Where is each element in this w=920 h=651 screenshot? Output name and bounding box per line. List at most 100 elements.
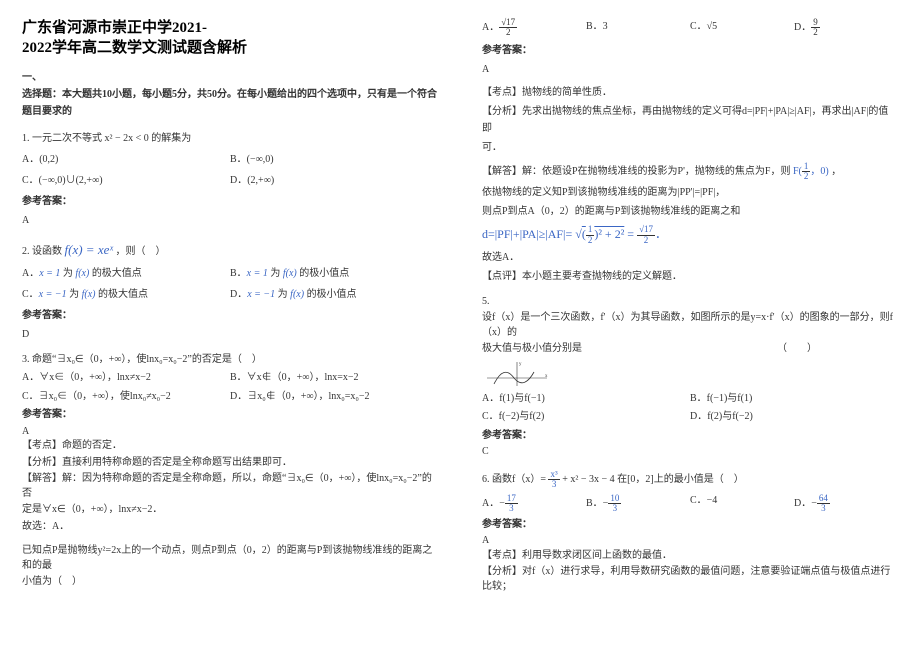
q4a-den: 2 [499,28,517,37]
q2-opt-c: C．x = −1 为 f(x) 的极大值点 [22,286,230,303]
q4-res-den: 2 [637,236,655,245]
q4-stem-2: 小值为（ ） [22,575,438,590]
q2d-pre: D． [230,289,247,300]
q6b-frac: 103 [608,494,621,514]
question-4: 已知点P是抛物线y²=2x上的一个动点，则点P到点（0，2）的距离与P到该抛物线… [22,544,438,590]
q2d-x: x = −1 [247,289,275,300]
q6-fenxi: 【分析】对f（x）进行求导，利用导数研究函数的最值问题，注意要验证端点值与极值点… [482,565,898,594]
q1-opt-d: D．(2,+∞) [230,172,438,189]
q2-answer: D [22,326,438,343]
q6d-frac: 643 [817,494,830,514]
q5-stem: 5. [482,295,898,310]
q1-stem: 1. 一元二次不等式 x² − 2x < 0 的解集为 [22,130,438,147]
q5-num: 5. [482,296,490,307]
q4-fenxi-1: 【分析】先求出抛物线的焦点坐标，再由抛物线的定义可得d=|PF|+|PA|≥|A… [482,103,898,137]
q3-opt-b: B．∀x∉（0，+∞），lnx=x−2 [230,371,438,386]
title-line-1: 广东省河源市崇正中学2021- [22,18,438,38]
q4-dot: ． [655,227,667,241]
q2c-f: f(x) [82,289,96,300]
q6a-d: 3 [505,504,518,513]
q4-sqrt-expr: √(12)² + 2² [575,227,624,241]
q4a-frac: √172 [499,18,517,38]
q2c-pre: C． [22,289,39,300]
q2-opt-b: B．x = 1 为 f(x) 的极小值点 [230,265,438,282]
q4-F-post: ，0) [810,166,828,177]
q6-stem-a: 6. 函数f（x）= [482,474,548,485]
q4d-pre: D． [794,22,811,33]
title-line-2: 2022学年高二数学文测试题含解析 [22,38,438,58]
q6d-pre: D．− [794,498,817,509]
q4-stem-1: 已知点P是抛物线y²=2x上的一个动点，则点P到点（0，2）的距离与P到该抛物线… [22,544,438,573]
right-column: A．√172 B．3 C．√5 D．92 参考答案： A 【考点】抛物线的简单性… [460,0,920,651]
q4-jieda-5: 故选A． [482,249,898,266]
q5-stem-2: 极大值与极小值分别是 （ ） [482,342,898,357]
q3-options-row2: C．∃x₀∈（0，+∞），使lnx₀≠x₀−2 D．∃x₀∉（0，+∞），lnx… [22,390,438,405]
q2-stem-b: ，则（ ） [116,246,166,257]
question-5: 5. 设f（x）是一个三次函数，f'（x）为其导函数，如图所示的是y=x·f'（… [482,295,898,460]
q2b-m: 为 [268,268,283,279]
q5-options-row1: A．f(1)与f(−1) B．f(−1)与f(1) [482,392,898,407]
q4-kaodian: 【考点】抛物线的简单性质． [482,84,898,101]
q6a-pre: A．− [482,498,505,509]
q4a-pre: A． [482,22,499,33]
q5-curve-icon: x y [482,360,552,388]
question-2: 2. 设函数 f(x) = xeˣ ，则（ ） A．x = 1 为 f(x) 的… [22,239,438,343]
q6-opt-c: C．−4 [690,494,794,514]
q5-opt-a: A．f(1)与f(−1) [482,392,690,407]
q1-opt-a: A．(0,2) [22,151,230,168]
q6-sd: 3 [548,480,559,489]
q1-options: A．(0,2) B．(−∞,0) [22,151,438,168]
q6b-pre: B．− [586,498,608,509]
q2-options-row1: A．x = 1 为 f(x) 的极大值点 B．x = 1 为 f(x) 的极小值… [22,265,438,282]
q4-opt-a: A．√172 [482,18,586,38]
q4-distance-expr: d=|PF|+|PA|≥|AF|= √(12)² + 2² = √172． [482,224,898,245]
q1-answer: A [22,212,438,229]
q6-options: A．−173 B．−103 C．−4 D．−643 [482,494,898,514]
q2d-post: 的极小值点 [304,289,357,300]
q2-stem-a: 2. 设函数 [22,246,65,257]
doc-title: 广东省河源市崇正中学2021- 2022学年高二数学文测试题含解析 [22,18,438,59]
left-column: 广东省河源市崇正中学2021- 2022学年高二数学文测试题含解析 一、 选择题… [0,0,460,651]
q3-options-row1: A．∀x∈（0，+∞），lnx≠x−2 B．∀x∉（0，+∞），lnx=x−2 [22,371,438,386]
q2c-x: x = −1 [39,289,67,300]
q5-opt-d: D．f(2)与f(−2) [690,410,898,425]
q2-options-row2: C．x = −1 为 f(x) 的极大值点 D．x = −1 为 f(x) 的极… [22,286,438,303]
q4-answer-head: 参考答案： [482,42,898,59]
q5-answer-head: 参考答案： [482,429,898,444]
q3-jieda-1: 【解答】解：因为特称命题的否定是全称命题，所以，命题“∃x₀∈（0，+∞），使l… [22,472,438,501]
q6-opt-b: B．−103 [586,494,690,514]
q1-opt-c: C．(−∞,0)∪(2,+∞) [22,172,230,189]
q3-jieda-2: 定是∀x∈（0，+∞），lnx≠x−2． [22,503,438,518]
q1-answer-head: 参考答案： [22,193,438,210]
q2b-pre: B． [230,268,247,279]
q3-answer: A [22,425,438,440]
q6-opt-a: A．−173 [482,494,586,514]
q2a-pre: A． [22,268,39,279]
section-1-desc: 选择题：本大题共10小题，每小题5分，共50分。在每小题给出的四个选项中，只有是… [22,86,438,120]
q4d-den: 2 [811,28,820,37]
q2-opt-d: D．x = −1 为 f(x) 的极小值点 [230,286,438,303]
q4-jieda-2: 依抛物线的定义知P到该抛物线准线的距离为|PP'|=|PF|， [482,184,898,201]
q5-options-row2: C．f(−2)与f(2) D．f(2)与f(−2) [482,410,898,425]
q2c-post: 的极大值点 [96,289,149,300]
q2a-x: x = 1 [39,268,60,279]
q2a-f: f(x) [75,268,89,279]
q2-answer-head: 参考答案： [22,307,438,324]
q4-answer: A [482,61,898,78]
q6-stem-frac: x³3 [548,470,559,490]
q6-kaodian: 【考点】利用导数求闭区间上函数的最值． [482,549,898,564]
q6-answer-head: 参考答案： [482,518,898,533]
q4-result-frac: √172 [637,225,655,245]
q4-jd1-end: ， [831,166,841,177]
q4-opt-c: C．√5 [690,18,794,38]
section-1-number: 一、 [22,69,438,86]
q4-d-lhs: d=|PF|+|PA|≥|AF|= [482,227,572,241]
q3-opt-c: C．∃x₀∈（0，+∞），使lnx₀≠x₀−2 [22,390,230,405]
q3-stem: 3. 命题“∃x₀∈（0，+∞），使lnx₀=x₀−2”的否定是（ ） [22,353,438,368]
q3-answer-head: 参考答案： [22,408,438,423]
q2-func: f(x) = xeˣ [65,242,114,257]
q5-opt-c: C．f(−2)与f(2) [482,410,690,425]
q2-stem: 2. 设函数 f(x) = xeˣ ，则（ ） [22,239,438,261]
question-6: 6. 函数f（x）= x³3 + x² − 3x − 4 在[0，2]上的最小值… [482,470,898,594]
q4-jd1-text: 【解答】解：依题设P在抛物线准线的投影为P'，抛物线的焦点为F，则 [482,166,793,177]
